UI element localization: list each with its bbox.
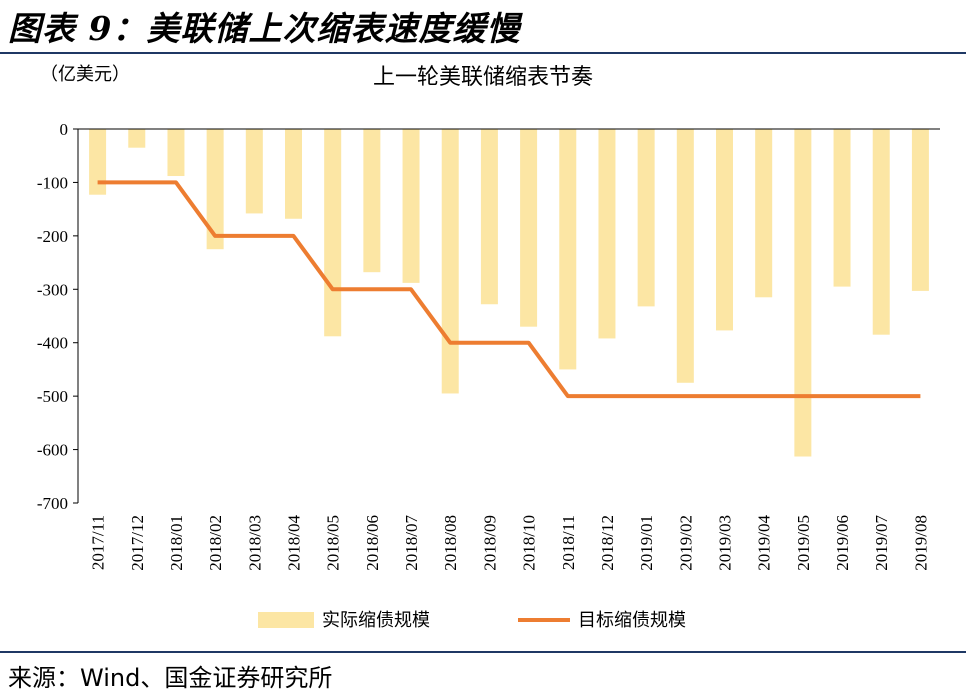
- x-tick-label: 2019/05: [794, 515, 813, 571]
- bar: [285, 129, 302, 219]
- legend-label-bar: 实际缩债规模: [322, 610, 430, 631]
- unit-label: （亿美元）: [40, 64, 130, 85]
- title-rule: [0, 52, 966, 54]
- chart-title: 上一轮美联储缩表节奏: [373, 65, 593, 90]
- bar: [324, 129, 342, 337]
- target-line: [97, 180, 921, 399]
- x-tick-label: 2019/04: [755, 515, 774, 571]
- bar: [480, 129, 498, 305]
- bar: [598, 129, 616, 339]
- bar: [89, 129, 107, 195]
- bottom-rule: [0, 651, 966, 653]
- bar: [206, 129, 224, 250]
- x-tick-label: 2018/02: [206, 515, 225, 571]
- bar: [833, 129, 851, 287]
- bar: [128, 129, 146, 148]
- bar: [637, 129, 655, 307]
- bar: [911, 129, 929, 291]
- bar: [363, 129, 381, 273]
- x-tick-label: 2018/03: [245, 515, 264, 571]
- x-tick-label: 2019/01: [637, 515, 656, 571]
- x-tick-label: 2018/12: [598, 515, 617, 571]
- bar: [794, 129, 812, 457]
- bar: [441, 129, 459, 394]
- x-tick-label: 2018/10: [520, 515, 539, 571]
- chart: （亿美元） 上一轮美联储缩表节奏 0 -100 -200 -300 -400 -500 -6…: [37, 64, 940, 631]
- x-tick-label: 2018/04: [285, 515, 304, 571]
- y-tick-label: -700: [37, 494, 68, 513]
- y-tick-label: -400: [37, 334, 68, 353]
- x-tick-label: 2018/07: [402, 515, 421, 571]
- bar: [755, 129, 773, 298]
- bar: [167, 129, 185, 177]
- bar: [245, 129, 263, 214]
- y-tick-label: -500: [37, 387, 68, 406]
- x-tick-label: 2019/07: [872, 515, 891, 571]
- y-tick-label: 0: [60, 120, 69, 139]
- y-tick-label: -100: [37, 173, 68, 192]
- x-tick-label: 2018/06: [363, 515, 382, 571]
- x-tick-label: 2019/06: [833, 515, 852, 571]
- x-tick-label: 2018/05: [324, 515, 343, 571]
- bar: [559, 129, 577, 370]
- x-tick-label: 2019/08: [911, 515, 930, 571]
- plot-area: 0 -100 -200 -300 -400 -500 -600 -700 2017/11 2017…: [37, 120, 940, 571]
- legend-label-line: 目标缩债规模: [578, 610, 686, 631]
- bar: [402, 129, 420, 283]
- legend-swatch-bar: [258, 612, 314, 628]
- bar: [676, 129, 694, 383]
- y-tick-label: -600: [37, 441, 68, 460]
- x-tick-label: 2018/01: [167, 515, 186, 571]
- x-tick-label: 2018/09: [480, 515, 499, 571]
- legend: 实际缩债规模 目标缩债规模: [258, 610, 686, 631]
- y-tick-label: -200: [37, 227, 68, 246]
- x-tick-label: 2019/03: [716, 515, 735, 571]
- x-tick-label: 2019/02: [676, 515, 695, 571]
- x-tick-label: 2018/11: [559, 515, 578, 570]
- source-note: 来源：Wind、国金证券研究所: [8, 664, 333, 692]
- x-tick-label: 2018/08: [441, 515, 460, 571]
- bar: [716, 129, 733, 331]
- y-tick-label: -300: [37, 280, 68, 299]
- bar: [520, 129, 538, 327]
- bar: [872, 129, 890, 335]
- figure-title: 图表 9：美联储上次缩表速度缓慢: [8, 9, 521, 48]
- x-tick-label: 2017/12: [128, 515, 147, 571]
- x-tick-label: 2017/11: [89, 515, 108, 570]
